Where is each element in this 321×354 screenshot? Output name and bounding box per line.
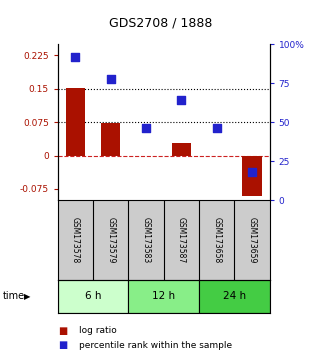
Text: GSM173583: GSM173583 (142, 217, 151, 263)
Bar (128, 280, 199, 313)
Bar (66, 88, 85, 155)
Text: GSM173578: GSM173578 (71, 217, 80, 263)
Text: percentile rank within the sample: percentile rank within the sample (79, 341, 232, 350)
Text: time: time (3, 291, 25, 302)
Bar (101, 124, 120, 155)
Text: GSM173579: GSM173579 (106, 217, 115, 263)
Text: 6 h: 6 h (85, 291, 101, 302)
Text: GSM173658: GSM173658 (212, 217, 221, 263)
Point (73, 54, 78, 59)
Bar (199, 280, 270, 313)
Text: ▶: ▶ (24, 292, 30, 301)
Text: log ratio: log ratio (79, 326, 117, 336)
Bar (58, 280, 128, 313)
Point (108, 76, 113, 81)
Text: 24 h: 24 h (223, 291, 246, 302)
Bar (136, 155, 156, 156)
Text: GSM173587: GSM173587 (177, 217, 186, 263)
Bar (242, 155, 262, 196)
Text: 12 h: 12 h (152, 291, 175, 302)
Point (179, 97, 184, 103)
Text: GDS2708 / 1888: GDS2708 / 1888 (109, 17, 212, 29)
Point (143, 126, 149, 131)
Bar (207, 155, 226, 156)
Point (249, 169, 255, 175)
Text: GSM173659: GSM173659 (247, 217, 256, 263)
Point (214, 126, 219, 131)
Bar (172, 143, 191, 155)
Text: ■: ■ (58, 326, 67, 336)
Text: ■: ■ (58, 340, 67, 350)
